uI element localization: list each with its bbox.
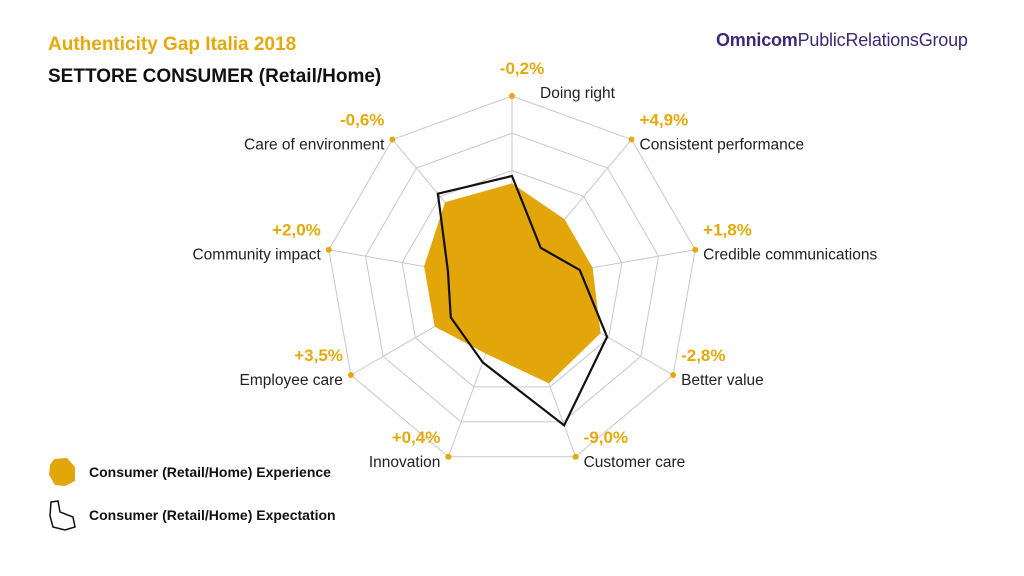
legend-label-experience: Consumer (Retail/Home) Experience bbox=[89, 464, 331, 480]
axis-end-dot bbox=[670, 372, 677, 378]
axis-gap-value: +1,8% bbox=[703, 221, 752, 240]
axis-end-dot bbox=[509, 93, 515, 99]
axis-end-dot bbox=[628, 136, 635, 143]
axis-label: Doing right bbox=[540, 85, 616, 102]
grid-ring bbox=[328, 95, 696, 458]
axis-label: Customer care bbox=[584, 454, 686, 471]
legend-swatch-experience bbox=[49, 458, 75, 486]
legend-item-expectation: Consumer (Retail/Home) Expectation bbox=[45, 498, 336, 532]
brand-logo-rest: PublicRelationsGroup bbox=[797, 30, 968, 50]
axis-gap-value: +2,0% bbox=[272, 221, 321, 240]
brand-logo: OmnicomPublicRelationsGroup bbox=[716, 30, 968, 51]
axis-gap-value: +0,4% bbox=[392, 428, 441, 447]
series-expectation-line bbox=[436, 174, 609, 428]
axis-label: Better value bbox=[681, 372, 764, 389]
axis-end-dot bbox=[347, 372, 354, 378]
axis-gap-value: +3,5% bbox=[294, 346, 343, 365]
axis-end-dot bbox=[445, 453, 452, 460]
axis-gap-value: -0,2% bbox=[500, 59, 544, 78]
axis-label: Credible communications bbox=[703, 247, 877, 264]
axis-gap-value: -2,8% bbox=[681, 346, 725, 365]
series-experience-area bbox=[424, 183, 601, 384]
axis-end-dot bbox=[389, 136, 396, 143]
chart-subtitle: SETTORE CONSUMER (Retail/Home) bbox=[48, 66, 382, 87]
axis-end-dot bbox=[325, 246, 332, 253]
radar-series bbox=[424, 174, 609, 428]
axis-gap-value: -0,6% bbox=[340, 111, 384, 130]
axis-label: Care of environment bbox=[244, 137, 385, 154]
radar-labels: -0,2% Doing right +4,9% Consistent performa… bbox=[192, 59, 877, 471]
axis-label: Innovation bbox=[369, 454, 441, 471]
legend-label-expectation: Consumer (Retail/Home) Expectation bbox=[89, 507, 336, 523]
grid-ring bbox=[364, 132, 660, 423]
axis-label: Consistent performance bbox=[640, 137, 805, 154]
legend-swatch-expectation bbox=[49, 500, 76, 531]
brand-logo-bold: Omnicom bbox=[716, 30, 798, 50]
axis-gap-value: +4,9% bbox=[640, 111, 689, 130]
axis-gap-value: -9,0% bbox=[584, 428, 628, 447]
grid-ring bbox=[401, 169, 623, 388]
chart-title: Authenticity Gap Italia 2018 bbox=[48, 34, 297, 55]
axis-label: Community impact bbox=[192, 247, 321, 264]
axis-label: Employee care bbox=[240, 372, 343, 389]
axis-end-dot bbox=[572, 453, 579, 460]
axis-end-dot bbox=[692, 246, 699, 253]
legend-item-experience: Consumer (Retail/Home) Experience bbox=[45, 455, 331, 489]
